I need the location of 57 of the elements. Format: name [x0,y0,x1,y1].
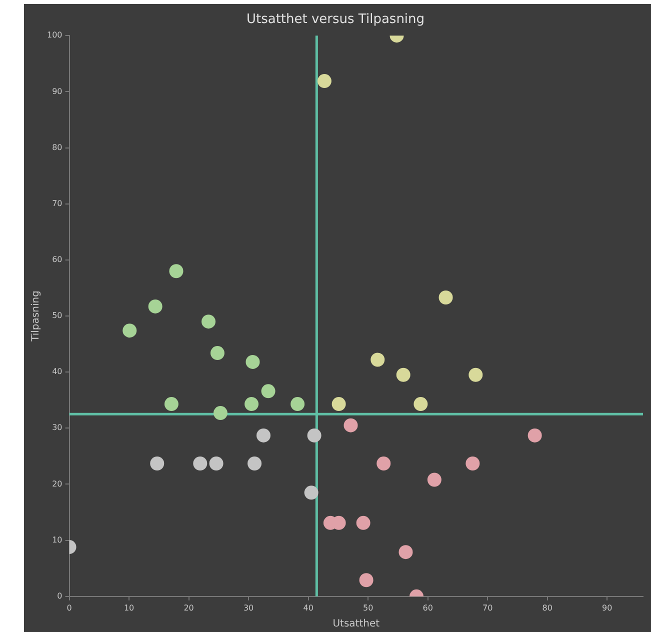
point [438,290,453,304]
point [304,486,318,500]
y-axis-title: Tilpasning [30,290,42,342]
point [376,456,391,470]
point [244,397,259,412]
x-tick-label: 60 [422,603,433,612]
y-tick-label: 60 [52,255,62,264]
x-tick-label: 70 [482,603,493,612]
point [193,456,208,470]
x-tick-label: 30 [243,603,254,612]
x-tick-label: 10 [124,603,134,612]
point [210,346,224,360]
point [359,573,374,588]
y-tick-label: 40 [52,367,62,376]
point [398,545,413,560]
chart-title: Utsatthet versus Tilpasning [246,12,425,28]
y-tick-label: 100 [46,30,62,40]
point [332,397,346,412]
point [213,406,228,420]
y-tick-label: 0 [57,591,62,600]
point [356,516,370,530]
y-tick-label: 80 [52,142,62,152]
point [396,368,410,382]
point [256,428,270,442]
point [468,368,483,382]
point [528,428,542,442]
point [202,314,216,329]
point [122,324,137,338]
point [164,397,178,412]
x-tick-label: 0 [66,603,72,612]
point [169,264,184,278]
y-tick-label: 10 [52,535,62,544]
x-tick-label: 20 [184,603,194,612]
point [209,456,224,470]
point [246,354,260,369]
point [414,397,428,412]
point [466,456,480,470]
point [317,74,332,88]
point [248,456,262,470]
x-tick-label: 50 [362,603,374,612]
y-tick-label: 90 [52,86,62,96]
point [370,352,385,367]
x-tick-label: 40 [303,603,314,612]
x-tick-label: 80 [542,603,552,612]
point [150,456,164,470]
point [290,397,305,412]
y-tick-label: 70 [52,198,62,208]
point [307,428,322,442]
point [344,418,358,432]
y-tick-label: 50 [52,311,62,320]
point [427,472,442,487]
y-tick-label: 20 [52,479,62,488]
point [261,384,276,398]
y-tick-label: 30 [52,423,62,432]
point [148,299,162,314]
x-tick-label: 90 [602,603,612,612]
x-axis-title: Utsatthet [332,618,380,630]
